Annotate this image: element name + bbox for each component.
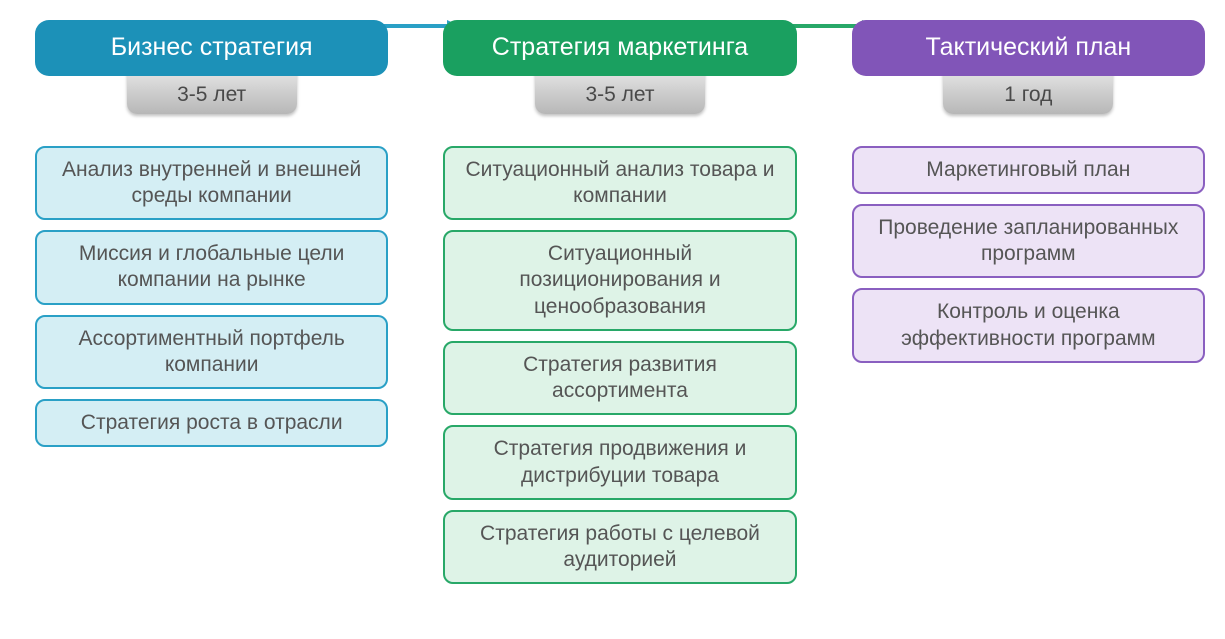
column-business-strategy: Бизнес стратегия 3-5 лет Анализ внутренн…: [35, 20, 388, 584]
item-box: Стратегия работы с целевой аудиторией: [443, 510, 796, 585]
items-business-strategy: Анализ внутренней и внешней среды компан…: [35, 146, 388, 448]
item-box: Стратегия развития ассортимента: [443, 341, 796, 416]
item-box: Проведение запланированных программ: [852, 204, 1205, 279]
header-marketing-strategy: Стратегия маркетинга: [443, 20, 796, 76]
item-box: Стратегия роста в отрасли: [35, 399, 388, 447]
item-box: Стратегия продвижения и дистрибуции това…: [443, 425, 796, 500]
item-box: Миссия и глобальные цели компании на рын…: [35, 230, 388, 305]
items-tactical-plan: Маркетинговый план Проведение запланиров…: [852, 146, 1205, 363]
items-marketing-strategy: Ситуационный анализ товара и компании Си…: [443, 146, 796, 585]
item-box: Маркетинговый план: [852, 146, 1205, 194]
item-box: Ситуационный позиционирования и ценообра…: [443, 230, 796, 331]
item-box: Контроль и оценка эффективности программ: [852, 288, 1205, 363]
column-marketing-strategy: Стратегия маркетинга 3-5 лет Ситуационны…: [443, 20, 796, 584]
item-box: Ситуационный анализ товара и компании: [443, 146, 796, 221]
columns-container: Бизнес стратегия 3-5 лет Анализ внутренн…: [20, 20, 1205, 584]
header-business-strategy: Бизнес стратегия: [35, 20, 388, 76]
column-tactical-plan: Тактический план 1 год Маркетинговый пла…: [852, 20, 1205, 584]
header-tactical-plan: Тактический план: [852, 20, 1205, 76]
item-box: Анализ внутренней и внешней среды компан…: [35, 146, 388, 221]
item-box: Ассортиментный портфель компании: [35, 315, 388, 390]
